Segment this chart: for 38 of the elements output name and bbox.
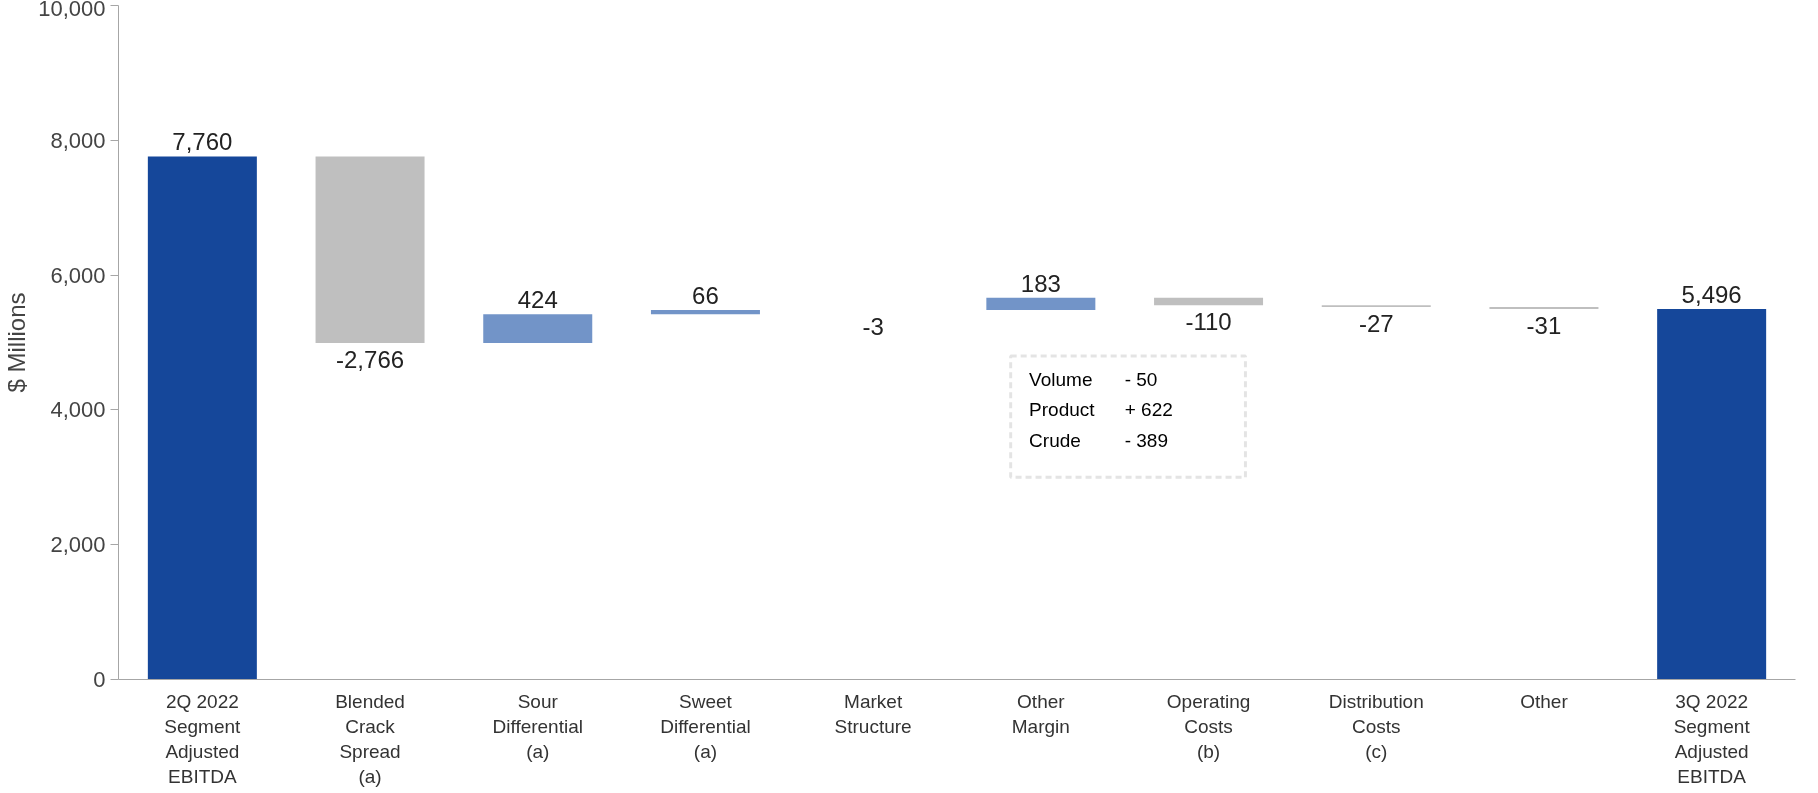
x-tick-label: Market Structure <box>834 690 912 737</box>
bar <box>1154 297 1264 306</box>
x-tick-label: 2Q 2022 Segment Adjusted EBITDA <box>164 690 242 788</box>
data-label: -3 <box>862 313 884 341</box>
y-tick-label: 0 <box>93 667 106 692</box>
text: Product + 622 <box>1029 399 1173 421</box>
x-tick-label: Sweet Differential (a) <box>660 690 751 762</box>
data-label: -27 <box>1358 309 1394 337</box>
y-tick-label: 2,000 <box>50 532 106 558</box>
data-label: 66 <box>692 281 719 309</box>
y-tick-label: 6,000 <box>50 262 106 288</box>
data-label: 5,496 <box>1681 281 1742 309</box>
x-tick-label: Other Margin <box>1011 690 1070 737</box>
data-label: -31 <box>1526 312 1562 340</box>
x-tick-label: Distribution Costs (c) <box>1328 690 1424 762</box>
x-tick-label: Other <box>1520 690 1569 712</box>
bar <box>147 156 257 680</box>
bar <box>483 314 593 343</box>
data-label: 424 <box>517 286 558 314</box>
bar <box>1657 309 1767 680</box>
y-tick-label: 4,000 <box>50 397 106 423</box>
text: Crude - 389 <box>1029 429 1169 451</box>
x-tick-label: Blended Crack Spread (a) <box>335 690 405 788</box>
bar <box>650 309 760 315</box>
text: Volume - 50 <box>1029 369 1158 391</box>
x-tick-label: Operating Costs (b) <box>1166 690 1251 762</box>
bar <box>1489 306 1599 310</box>
y-tick-label: 10,000 <box>38 0 106 21</box>
x-tick-label: Sour Differential (a) <box>492 690 583 762</box>
data-label: -2,766 <box>336 345 405 373</box>
x-tick-label: 3Q 2022 Segment Adjusted EBITDA <box>1673 690 1751 788</box>
bar <box>315 156 425 343</box>
bar <box>986 297 1096 311</box>
data-label: -110 <box>1185 308 1232 336</box>
data-label: 7,760 <box>172 128 233 156</box>
y-axis-title: $ Millions <box>3 292 31 393</box>
data-label: 183 <box>1020 269 1061 297</box>
y-tick-label: 8,000 <box>50 127 106 153</box>
